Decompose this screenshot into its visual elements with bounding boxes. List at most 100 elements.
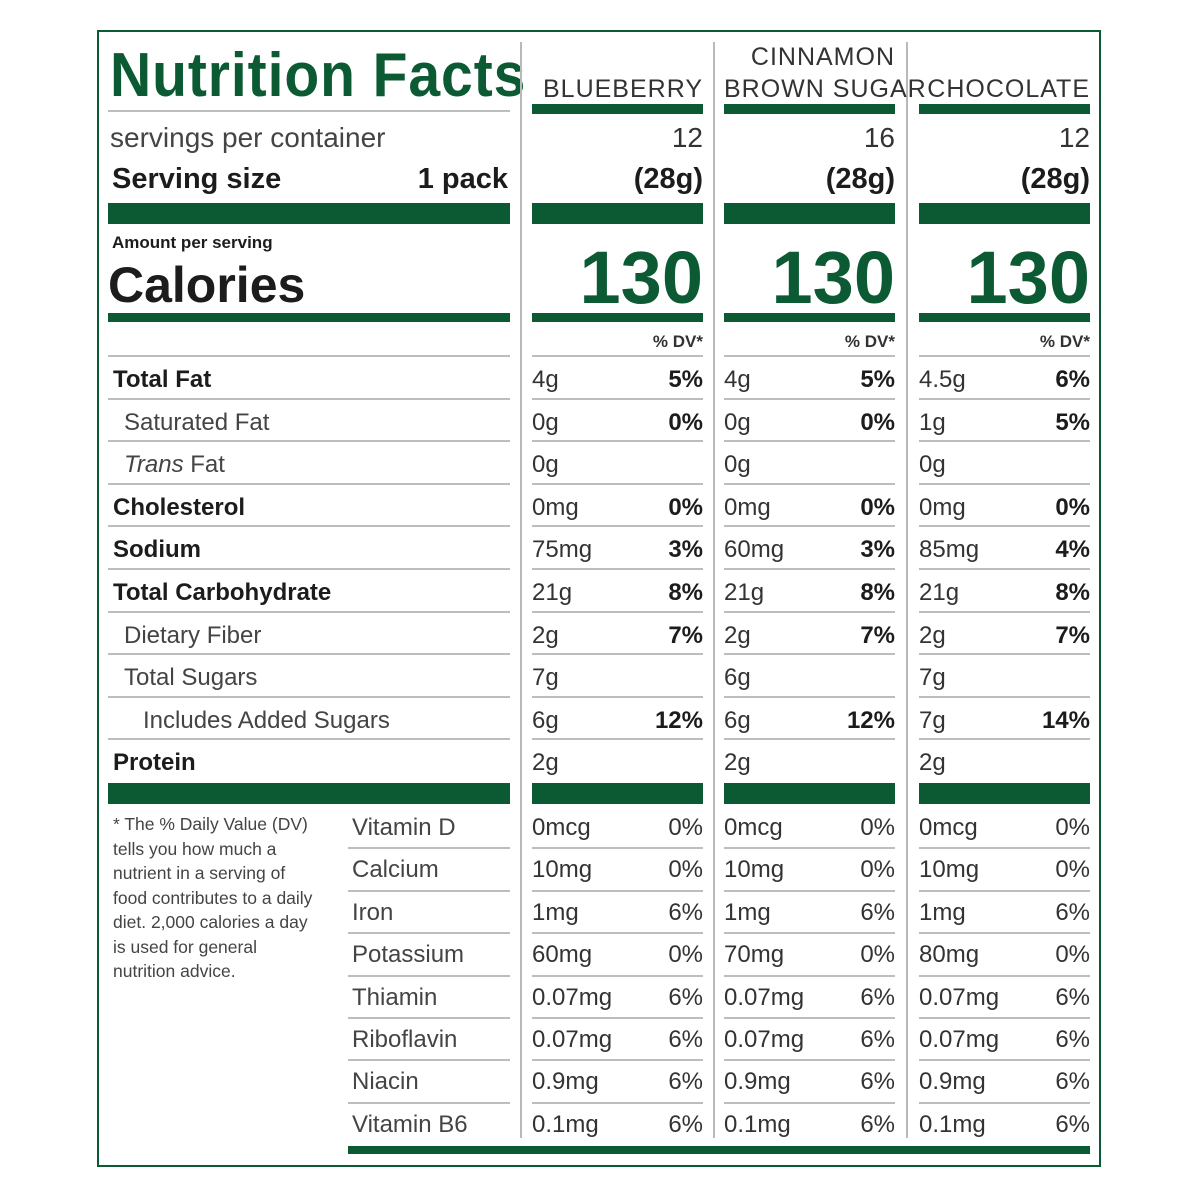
row-divider (919, 1101, 1090, 1104)
thick-rule (724, 203, 895, 224)
row-divider (108, 695, 510, 698)
nutrient-dv: 12% (654, 706, 703, 734)
row-divider (724, 1059, 895, 1062)
micronutrient-dv: 6% (860, 898, 895, 926)
calories-value: 130 (579, 236, 703, 319)
nutrient-amount: 0g (724, 408, 751, 436)
row-divider (108, 397, 510, 400)
header-rule (724, 104, 895, 114)
row-divider (532, 1101, 703, 1104)
row-divider (532, 974, 703, 977)
row-divider (724, 847, 895, 850)
micronutrient-dv: 6% (668, 983, 703, 1011)
nutrient-dv: 8% (668, 579, 703, 606)
nutrient-amount: 0g (532, 408, 559, 436)
nutrient-dv: 7% (668, 621, 703, 649)
micronutrient-dv: 0% (1055, 941, 1090, 969)
micronutrient-amount: 1mg (532, 898, 579, 926)
row-divider (919, 440, 1090, 443)
servings-value: 16 (863, 122, 895, 153)
nutrient-name: Cholesterol (113, 493, 246, 521)
nutrient-dv: 0% (860, 493, 895, 521)
micronutrient-amount: 10mg (532, 856, 593, 884)
nutrient-amount: 1g (919, 408, 946, 436)
serving-weight: (28g) (1020, 163, 1090, 195)
row-divider (532, 355, 703, 357)
micronutrient-amount: 80mg (919, 941, 980, 969)
micronutrient-dv: 6% (860, 1068, 895, 1096)
row-divider (108, 653, 510, 656)
row-divider (919, 974, 1090, 977)
product-name-line2: CHOCOLATE (927, 75, 1090, 103)
row-divider (108, 355, 510, 357)
dv-header: % DV* (652, 332, 703, 351)
row-divider (348, 1059, 510, 1062)
nutrient-dv: 14% (1041, 706, 1090, 734)
nutrient-amount: 2g (532, 749, 559, 777)
micronutrient-dv: 6% (668, 1110, 703, 1138)
column-separator (906, 42, 908, 1138)
thick-rule (919, 783, 1090, 804)
micronutrient-amount: 10mg (919, 856, 980, 884)
serving-size-label: Serving size (112, 163, 282, 195)
nutrient-amount: 0mg (724, 493, 771, 521)
micronutrient-dv: 0% (668, 856, 703, 884)
row-divider (108, 482, 510, 485)
header-rule (532, 104, 703, 114)
nutrient-amount: 2g (724, 621, 751, 649)
product-name-line1: CINNAMON (750, 43, 895, 71)
micronutrient-dv: 6% (668, 1026, 703, 1053)
micronutrient-name: Riboflavin (352, 1026, 458, 1053)
calories-value: 130 (771, 236, 895, 319)
micronutrient-name: Thiamin (352, 983, 438, 1011)
nutrient-dv: 5% (668, 366, 703, 393)
micronutrient-dv: 0% (860, 856, 895, 884)
nutrient-dv: 6% (1055, 366, 1090, 393)
column-separator (520, 42, 522, 1138)
nutrient-dv: 8% (860, 579, 895, 606)
nutrient-dv: 8% (1055, 579, 1090, 606)
calories-value: 130 (966, 236, 1090, 319)
nutrient-dv: 0% (668, 408, 703, 436)
row-divider (724, 440, 895, 443)
micronutrient-amount: 0.9mg (724, 1068, 791, 1096)
row-divider (919, 355, 1090, 357)
row-divider (532, 397, 703, 400)
micronutrient-dv: 0% (668, 941, 703, 969)
row-divider (532, 482, 703, 485)
servings-value: 12 (671, 122, 703, 153)
nutrient-amount: 85mg (919, 536, 980, 564)
row-divider (919, 653, 1090, 656)
nutrient-dv: 0% (1055, 493, 1090, 521)
micronutrient-amount: 0.9mg (919, 1068, 986, 1096)
micronutrient-dv: 6% (860, 1026, 895, 1053)
row-divider (919, 1059, 1090, 1062)
micronutrient-amount: 0.9mg (532, 1068, 599, 1096)
row-divider (919, 1017, 1090, 1019)
micronutrient-amount: 0mcg (532, 814, 591, 841)
row-divider (348, 932, 510, 935)
nutrient-amount: 7g (919, 664, 946, 692)
row-divider (532, 440, 703, 443)
row-divider (532, 610, 703, 613)
row-divider (724, 1017, 895, 1019)
product-name-line2: BLUEBERRY (543, 75, 703, 103)
calories-label: Calories (108, 257, 306, 313)
micronutrient-dv: 6% (668, 898, 703, 926)
micronutrient-amount: 0.07mg (724, 1026, 805, 1053)
row-divider (724, 1101, 895, 1104)
column-separator (713, 42, 715, 1138)
nutrient-amount: 21g (724, 579, 765, 606)
nutrient-amount: 0g (919, 451, 946, 479)
row-divider (724, 653, 895, 656)
serving-weight: (28g) (825, 163, 895, 195)
micronutrient-dv: 0% (668, 814, 703, 841)
nutrient-dv: 3% (860, 536, 895, 564)
amount-per-serving: Amount per serving (112, 233, 273, 252)
row-divider (724, 482, 895, 485)
row-divider (532, 525, 703, 528)
row-divider (108, 738, 510, 741)
nutrient-amount: 4g (724, 366, 751, 393)
nutrient-amount: 75mg (532, 536, 593, 564)
micronutrient-amount: 60mg (532, 941, 593, 969)
